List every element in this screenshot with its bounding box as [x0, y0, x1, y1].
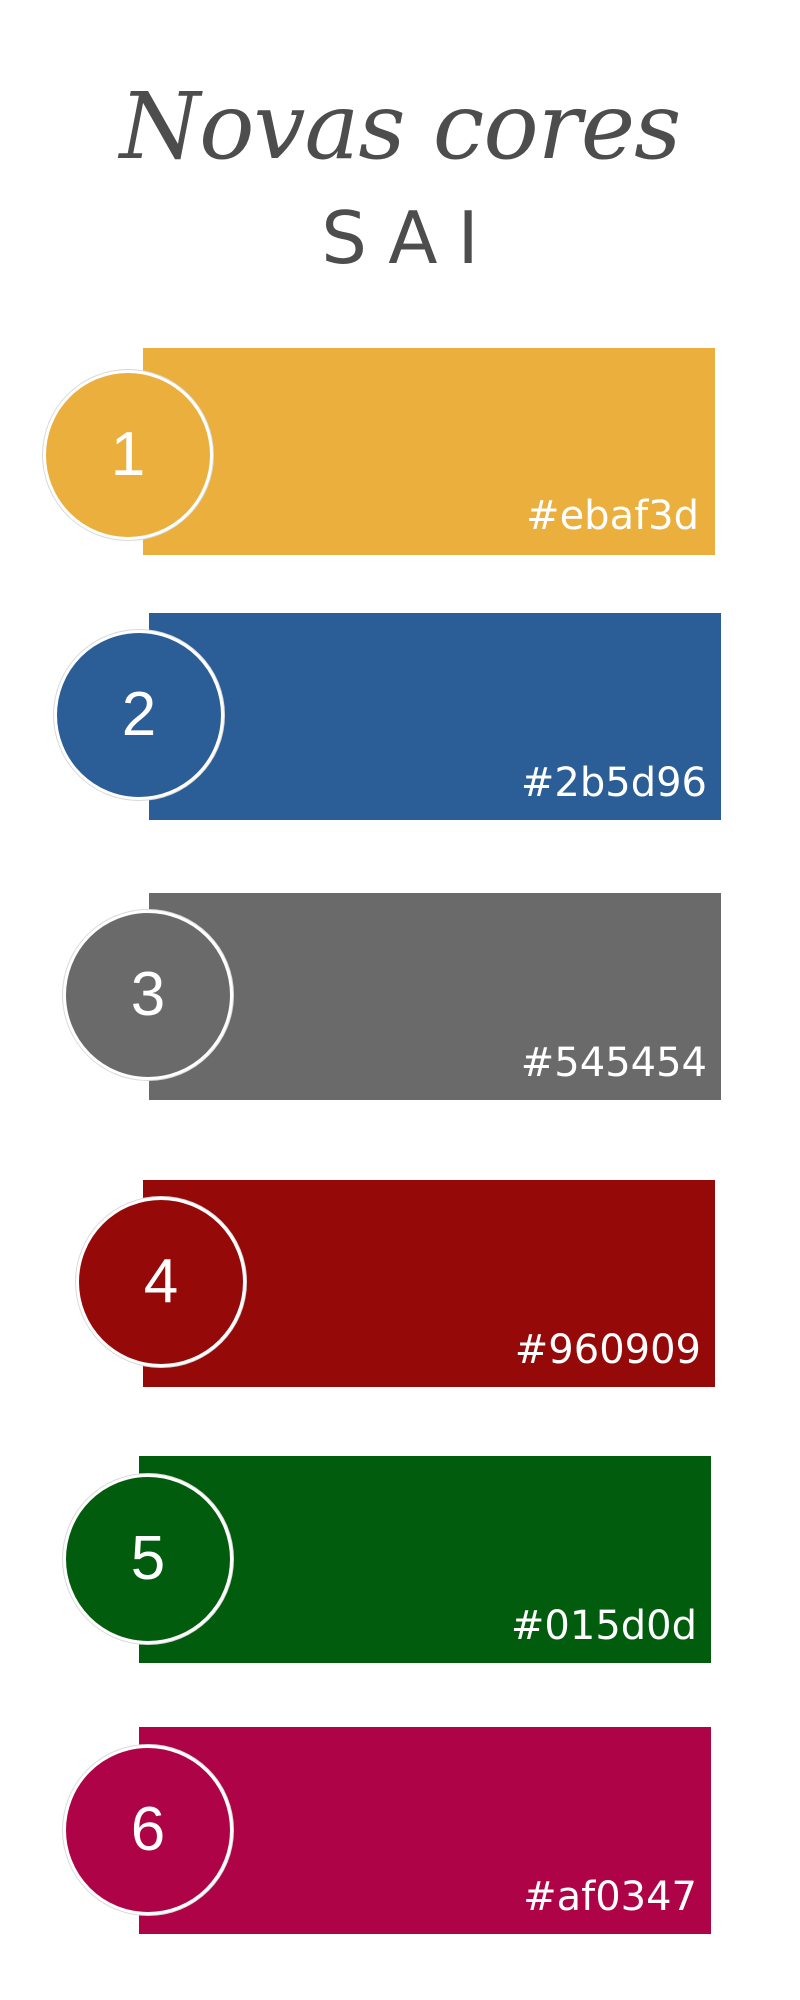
color-swatch-1: #ebaf3d: [143, 348, 715, 555]
number-badge-1: 1: [43, 370, 213, 540]
hex-label: #960909: [514, 1327, 701, 1373]
badge-number: 3: [130, 960, 166, 1029]
number-badge-5: 5: [63, 1474, 233, 1644]
badge-number: 4: [143, 1247, 179, 1316]
badge-number: 5: [130, 1524, 166, 1593]
number-badge-4: 4: [76, 1197, 246, 1367]
hex-label: #ebaf3d: [526, 493, 699, 539]
color-swatch-5: #015d0d: [139, 1456, 711, 1663]
badge-number: 2: [121, 680, 157, 749]
page-subtitle: SAI: [321, 196, 499, 280]
number-badge-3: 3: [63, 910, 233, 1080]
hex-label: #af0347: [523, 1874, 697, 1920]
hex-label: #545454: [520, 1040, 707, 1086]
color-swatch-2: #2b5d96: [149, 613, 721, 820]
number-badge-6: 6: [63, 1745, 233, 1915]
page-title: Novas cores: [119, 73, 682, 180]
color-swatch-6: #af0347: [139, 1727, 711, 1934]
hex-label: #2b5d96: [520, 760, 707, 806]
hex-label: #015d0d: [510, 1603, 697, 1649]
number-badge-2: 2: [54, 630, 224, 800]
color-swatch-3: #545454: [149, 893, 721, 1100]
badge-number: 1: [110, 420, 146, 489]
badge-number: 6: [130, 1795, 166, 1864]
